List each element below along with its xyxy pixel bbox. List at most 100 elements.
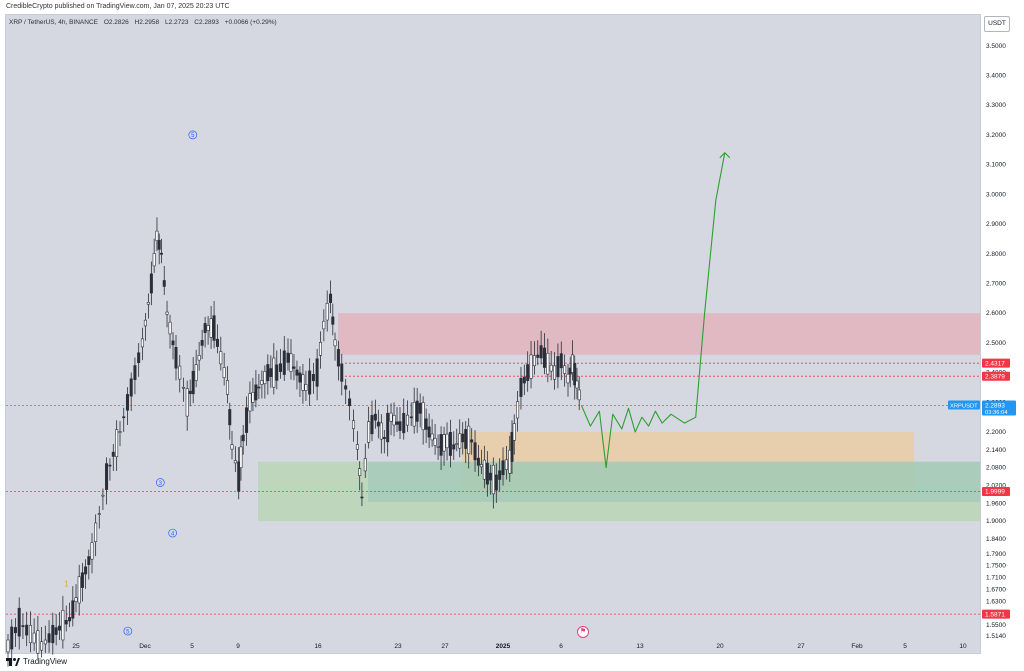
candle-body [542,347,546,368]
candle-body [143,319,147,327]
candle [336,340,340,381]
candle-body [522,376,526,384]
candle [427,413,431,448]
candle [241,424,245,455]
candle [504,445,508,480]
candle [122,407,126,432]
wave-label-1: 3 [155,478,165,487]
candle-body [21,625,25,627]
candle [448,419,452,468]
event-flag-icon[interactable]: ⚑ [577,626,589,638]
candle [260,370,264,399]
candle-body [203,323,207,333]
candle [228,402,232,440]
candle [6,634,10,667]
candle [248,381,252,424]
wave-label-text: 4 [171,531,175,537]
candle-body [539,345,543,359]
x-tick-label: 23 [394,643,402,650]
candle [373,399,377,429]
level-tag-text: 2.3879 [985,373,1005,380]
candle [556,343,560,389]
candle [370,400,374,442]
candle [43,625,47,653]
candle-body [315,358,319,387]
y-tick-label: 3.0000 [986,191,1006,198]
candle-body [373,413,377,421]
candle-body [439,434,443,456]
x-tick-label: 25 [72,643,80,650]
candle-body [529,354,533,379]
candle-body [427,426,431,438]
candle [203,316,207,348]
y-tick-label: 1.7100 [986,575,1006,582]
currency-selector[interactable]: USDT [984,16,1010,32]
candle-body [448,431,452,456]
candle [392,402,396,437]
level-tag-text: 2.4317 [985,360,1005,367]
candle [61,595,65,649]
ohlc-high: H2.2958 [134,19,160,26]
candle-body [275,364,279,381]
candle-body [111,451,115,457]
candle-body [230,444,234,450]
candle-body [467,425,471,455]
y-tick-label: 2.6000 [986,310,1006,317]
candle-body [519,378,523,397]
candle-body [84,566,88,575]
candle-body [367,421,371,443]
zones-layer [258,313,980,522]
candle-body [71,600,75,619]
candle [230,430,234,460]
candle-body [536,354,540,358]
y-tick-label: 2.7000 [986,280,1006,287]
ohlc-close: C2.2893 [194,19,219,26]
candle [494,463,498,503]
wave-label-4: 1 [64,580,69,589]
candle [200,329,204,359]
candle [157,233,161,265]
level-tag-text: 1.9999 [985,489,1005,496]
candle-body [80,572,84,588]
candle [143,312,147,341]
candle-body [398,421,402,431]
labels-layer: 5 3 4 5 1 [64,130,198,636]
candle-body [155,230,159,242]
candle-body [304,384,308,391]
candle [146,293,150,319]
candle-body [251,392,255,403]
candle-body [559,353,563,369]
candle [455,428,459,452]
x-tick-label: 6 [559,643,563,650]
candle-body [553,365,557,380]
price-axis-panel[interactable] [981,14,1024,654]
candle-body [13,627,17,634]
candle-body [479,464,483,468]
candle-body [424,418,428,430]
candle-body [233,460,237,464]
wave-label-circle [188,130,198,140]
candle-body [577,389,581,401]
candle [516,391,520,432]
candle [90,533,94,574]
candle-body [445,433,449,449]
candle-body [370,415,374,435]
candle-body [473,442,477,461]
candle-body [137,352,141,364]
y-tick-label: 1.5140 [986,633,1006,640]
candle-body [25,624,29,636]
candle-body [174,347,178,369]
candle [461,422,465,455]
candle-body [516,401,520,419]
candle-body [239,446,243,468]
candle [476,444,480,477]
candle [512,414,516,455]
candle [289,339,293,380]
candle-body [430,433,434,441]
candle [129,372,133,411]
candle [467,418,471,469]
axis-layer: 3.5000 3.4000 3.3000 3.2000 3.1000 3.0000 2.90… [72,43,1016,650]
candle [174,334,178,381]
candle [409,402,413,426]
